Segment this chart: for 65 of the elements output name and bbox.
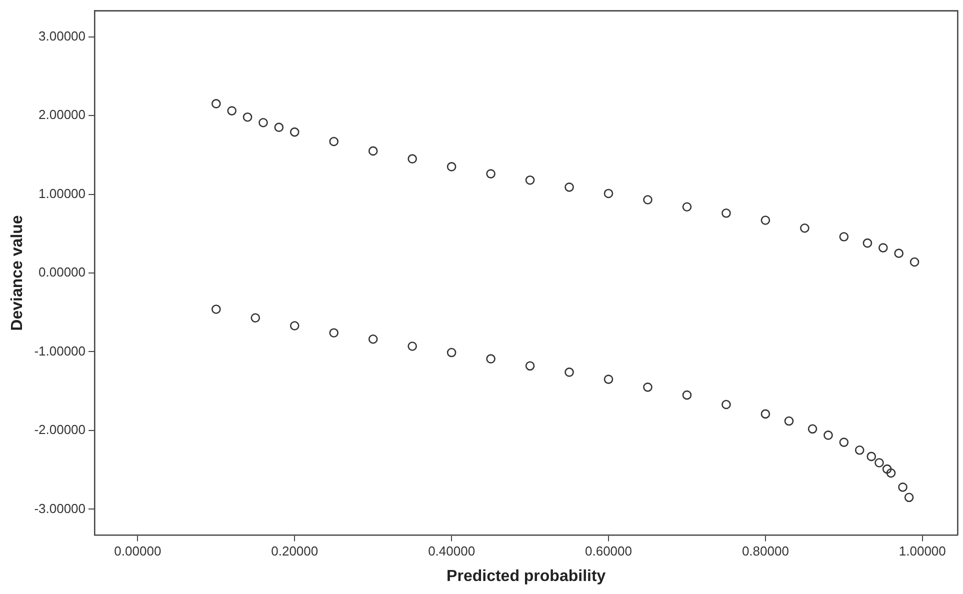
point	[886, 468, 896, 478]
x-axis-title: Predicted probability	[446, 568, 606, 585]
point	[227, 106, 236, 116]
point	[486, 354, 496, 364]
point	[564, 182, 574, 192]
x-tick-label: 0.40000	[428, 544, 476, 559]
point	[368, 146, 378, 156]
y-tick-label: 3.00000	[38, 28, 86, 44]
point	[290, 321, 300, 330]
y-tick-label: 0.00000	[38, 264, 86, 280]
point	[808, 424, 818, 434]
point	[329, 136, 339, 146]
point	[839, 232, 849, 242]
x-tick-label: 0.00000	[114, 544, 162, 559]
y-tick-label: 1.00000	[38, 186, 86, 201]
point	[290, 127, 300, 137]
point	[839, 438, 849, 447]
point	[800, 223, 810, 233]
point	[760, 216, 770, 225]
point	[643, 382, 652, 392]
point	[604, 374, 614, 384]
y-tick-label: 2.00000	[38, 107, 86, 122]
point	[874, 458, 884, 468]
x-tick-label: 0.60000	[585, 544, 632, 559]
point	[564, 368, 574, 377]
point	[525, 175, 535, 185]
y-tick-label: -2.00000	[34, 422, 86, 438]
point	[525, 361, 535, 371]
point	[212, 99, 221, 108]
point	[258, 118, 268, 128]
point	[894, 248, 904, 258]
x-tick-label: 1.00000	[898, 544, 946, 559]
point	[862, 238, 872, 248]
point	[212, 304, 221, 314]
x-tick-label: 0.20000	[271, 544, 318, 559]
point	[898, 482, 908, 492]
point	[854, 446, 864, 455]
point	[910, 257, 920, 267]
point	[250, 313, 260, 323]
point	[368, 334, 378, 344]
y-tick-label: -3.00000	[34, 500, 86, 516]
point	[760, 409, 770, 419]
point	[604, 188, 614, 198]
x-tick-label: 0.80000	[742, 544, 789, 559]
point	[446, 348, 456, 358]
point	[643, 195, 652, 204]
point	[682, 390, 692, 400]
point	[904, 492, 914, 502]
point	[784, 416, 794, 426]
point	[486, 169, 496, 178]
point	[446, 162, 456, 172]
point	[866, 452, 876, 462]
point	[878, 243, 888, 252]
y-tick-label: -1.00000	[34, 343, 86, 358]
point	[408, 342, 417, 351]
point	[824, 430, 833, 440]
y-axis-title: Deviance value	[9, 215, 26, 331]
point	[242, 112, 252, 122]
point	[274, 122, 284, 132]
point	[722, 400, 731, 410]
point	[408, 154, 417, 164]
point	[722, 208, 731, 218]
point	[682, 202, 692, 212]
point	[329, 328, 339, 338]
point	[882, 464, 892, 474]
